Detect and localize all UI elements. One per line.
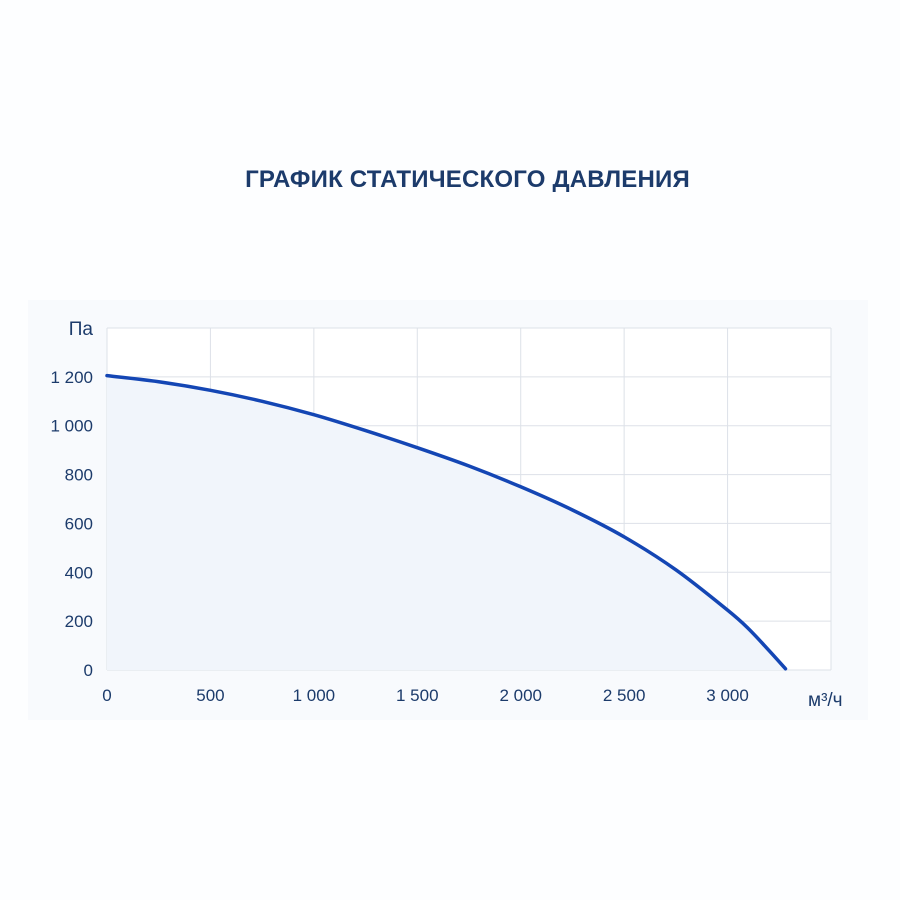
- x-tick-label: 2 000: [499, 686, 542, 705]
- x-axis-label: м³/ч: [808, 690, 843, 711]
- chart-title: ГРАФИК СТАТИЧЕСКОГО ДАВЛЕНИЯ: [245, 166, 690, 193]
- x-tick-label: 3 000: [706, 686, 749, 705]
- area-fill: [107, 375, 786, 670]
- y-tick-label: 200: [65, 612, 93, 631]
- x-tick-label: 2 500: [603, 686, 646, 705]
- y-tick-label: 0: [84, 661, 93, 680]
- x-tick-label: 500: [196, 686, 224, 705]
- x-tick-label: 0: [102, 686, 111, 705]
- y-tick-label: 600: [65, 514, 93, 533]
- y-axis-ticks: 0 200 400 600 800 1 000 1 200: [50, 368, 93, 680]
- y-axis-label: Па: [69, 319, 94, 340]
- x-tick-label: 1 500: [396, 686, 439, 705]
- y-tick-label: 400: [65, 563, 93, 582]
- pressure-curve-line: [105, 373, 788, 671]
- x-axis-ticks: 0 500 1 000 1 500 2 000 2 500 3 000: [102, 686, 749, 705]
- x-tick-label: 1 000: [293, 686, 336, 705]
- y-tick-label: 800: [65, 466, 93, 485]
- y-tick-label: 1 200: [50, 368, 93, 387]
- y-tick-label: 1 000: [50, 417, 93, 436]
